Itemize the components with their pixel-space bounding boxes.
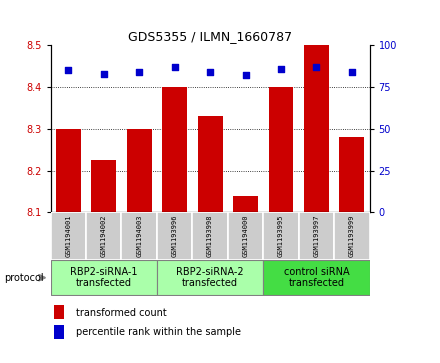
Bar [192, 212, 228, 260]
Point [136, 69, 143, 75]
Bar [51, 212, 86, 260]
Bar [56, 129, 81, 212]
Bar [51, 260, 157, 295]
Bar [92, 160, 116, 212]
Bar [334, 212, 370, 260]
Bar [263, 212, 299, 260]
Bar [127, 129, 152, 212]
Text: GSM1193997: GSM1193997 [313, 215, 319, 257]
Text: control siRNA
transfected: control siRNA transfected [284, 267, 349, 289]
Text: RBP2-siRNA-1
transfected: RBP2-siRNA-1 transfected [70, 267, 138, 289]
Bar [263, 260, 370, 295]
Bar [198, 117, 223, 212]
Bar [233, 196, 258, 212]
Text: protocol: protocol [4, 273, 44, 283]
Bar [162, 87, 187, 212]
Bar [86, 212, 121, 260]
Bar [340, 137, 364, 212]
Text: GSM1193995: GSM1193995 [278, 215, 284, 257]
Point [348, 69, 356, 75]
Bar [157, 212, 192, 260]
Bar [304, 45, 329, 212]
Text: GSM1193996: GSM1193996 [172, 215, 178, 257]
Bar [157, 260, 263, 295]
Text: GSM1194001: GSM1194001 [65, 215, 71, 257]
Point [65, 68, 72, 73]
Point [100, 71, 107, 77]
Point [313, 64, 320, 70]
Point [207, 69, 214, 75]
Text: GSM1194003: GSM1194003 [136, 215, 142, 257]
Point [278, 66, 285, 72]
Bar [228, 212, 263, 260]
Text: GSM1193998: GSM1193998 [207, 215, 213, 257]
Bar [299, 212, 334, 260]
Point [242, 73, 249, 78]
Text: transformed count: transformed count [76, 307, 167, 318]
Point [171, 64, 178, 70]
Text: GSM1194002: GSM1194002 [101, 215, 107, 257]
Text: GSM1193999: GSM1193999 [349, 215, 355, 257]
Bar [121, 212, 157, 260]
Bar [54, 305, 64, 319]
Bar [54, 325, 64, 339]
Bar [268, 87, 293, 212]
Title: GDS5355 / ILMN_1660787: GDS5355 / ILMN_1660787 [128, 30, 292, 43]
Text: percentile rank within the sample: percentile rank within the sample [76, 327, 241, 337]
Text: GSM1194000: GSM1194000 [242, 215, 249, 257]
Text: RBP2-siRNA-2
transfected: RBP2-siRNA-2 transfected [176, 267, 244, 289]
